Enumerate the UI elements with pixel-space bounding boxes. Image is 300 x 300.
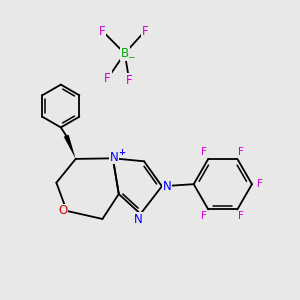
Polygon shape [64,135,76,159]
Text: O: O [58,204,68,218]
Text: −: − [127,52,134,62]
Text: F: F [142,25,148,38]
Text: +: + [118,148,125,157]
Text: F: F [202,147,207,157]
Text: N: N [134,213,142,226]
Text: N: N [110,151,118,164]
Text: F: F [238,211,244,221]
Text: F: F [99,25,106,38]
Text: F: F [202,211,207,221]
Text: F: F [104,72,111,85]
Text: B: B [121,47,129,60]
Text: N: N [163,180,172,193]
Text: F: F [257,179,262,189]
Text: F: F [238,147,244,157]
Text: F: F [126,74,133,87]
